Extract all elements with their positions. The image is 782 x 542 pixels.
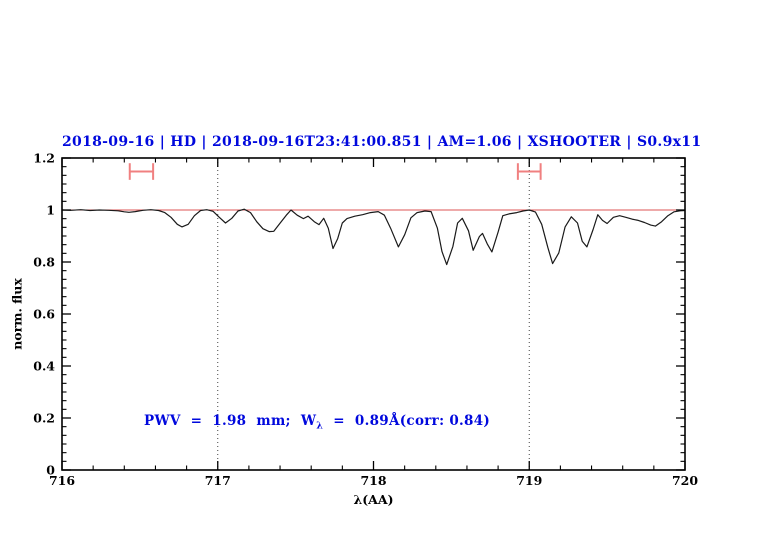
x-tick-label: 716: [49, 473, 75, 488]
y-tick-label: 0.8: [33, 255, 55, 270]
x-tick-label: 720: [672, 473, 698, 488]
pwv-annotation-post: = 0.89Å(corr: 0.84): [323, 413, 491, 429]
y-tick-label: 0.6: [33, 307, 55, 322]
pwv-annotation: PWV = 1.98 mm; Wλ = 0.89Å(corr: 0.84): [144, 413, 491, 432]
x-axis-label: λ(AA): [353, 492, 394, 507]
y-tick-label: 0: [46, 463, 55, 478]
y-tick-label: 0.4: [33, 359, 55, 374]
y-tick-label: 1: [46, 203, 55, 218]
x-tick-label: 719: [516, 473, 542, 488]
y-tick-label: 1.2: [33, 151, 55, 166]
x-tick-label: 718: [360, 473, 386, 488]
y-tick-label: 0.2: [33, 411, 55, 426]
y-axis-label: norm. flux: [9, 278, 25, 350]
spectrum-line: [61, 208, 686, 266]
pwv-annotation-lambda-sub: λ: [316, 420, 324, 432]
pwv-annotation-pre: PWV = 1.98 mm; W: [144, 413, 317, 429]
x-tick-label: 717: [205, 473, 231, 488]
chart-title: 2018-09-16 | HD | 2018-09-16T23:41:00.85…: [62, 134, 702, 150]
